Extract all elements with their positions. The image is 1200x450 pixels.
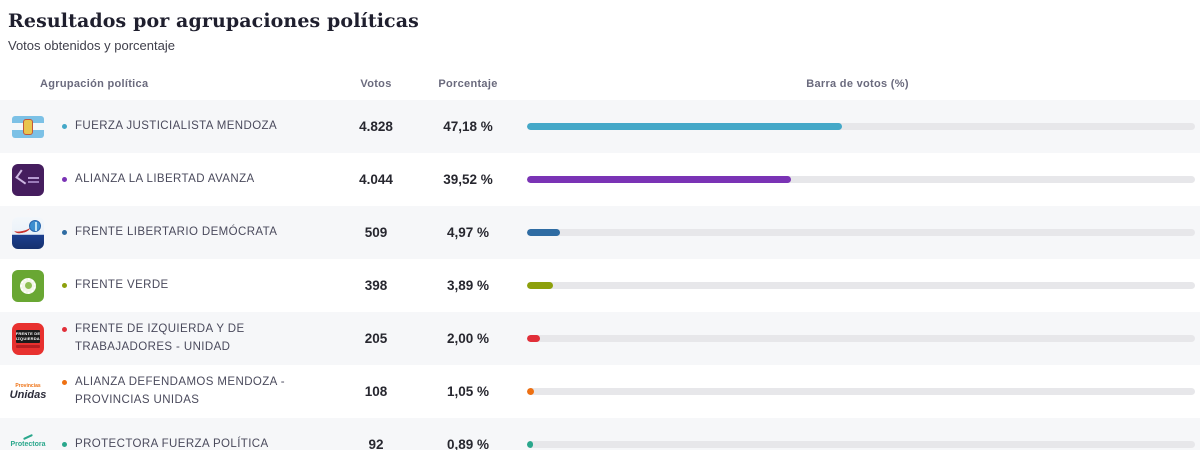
party-name-cell: PROTECTORA FUERZA POLÍTICA: [56, 436, 336, 450]
party-logo-icon: [12, 115, 44, 138]
page-title: Resultados por agrupaciones políticas: [8, 10, 419, 32]
column-header-percentage: Porcentaje: [438, 77, 498, 90]
table-row: FRENTE DE IZQUIERDA FRENTE DE IZQUIERDA Y…: [0, 312, 1200, 365]
vote-bar-track: [527, 282, 1195, 289]
party-logo-icon: [12, 163, 44, 196]
party-color-dot-icon: [62, 441, 67, 447]
party-percentage: 2,00 %: [446, 331, 490, 346]
party-logo-icon: Provincias Unidas: [9, 382, 47, 401]
page-subtitle: Votos obtenidos y porcentaje: [8, 38, 175, 53]
vote-bar-track: [527, 441, 1195, 448]
party-percentage: 3,89 %: [446, 278, 490, 293]
party-votes: 205: [364, 331, 388, 346]
party-percentage: 39,52 %: [443, 172, 493, 187]
party-logo-icon: [12, 216, 44, 249]
party-color-dot-icon: [62, 176, 67, 182]
vote-bar-fill: [527, 123, 843, 130]
party-votes: 398: [364, 278, 388, 293]
party-logo-icon: [12, 269, 44, 302]
vote-bar-cell: [520, 176, 1200, 183]
table-row: ALIANZA LA LIBERTAD AVANZA 4.044 39,52 %: [0, 153, 1200, 206]
party-name: FRENTE VERDE: [75, 278, 169, 291]
vote-bar-cell: [520, 282, 1200, 289]
party-name: FUERZA JUSTICIALISTA MENDOZA: [75, 119, 278, 132]
party-logo-cell: FRENTE DE IZQUIERDA: [0, 322, 56, 355]
party-logo-icon: FRENTE DE IZQUIERDA: [12, 322, 44, 355]
party-name: FRENTE LIBERTARIO DEMÓCRATA: [75, 225, 278, 238]
party-name-cell: FUERZA JUSTICIALISTA MENDOZA: [56, 118, 336, 135]
table-row: FUERZA JUSTICIALISTA MENDOZA 4.828 47,18…: [0, 100, 1200, 153]
vote-bar-track: [527, 229, 1195, 236]
vote-bar-fill: [527, 441, 533, 448]
column-header-votes: Votos: [360, 77, 392, 90]
sun-icon: [20, 277, 36, 294]
table-body: FUERZA JUSTICIALISTA MENDOZA 4.828 47,18…: [0, 100, 1200, 450]
vote-bar-cell: [520, 335, 1200, 342]
party-percentage: 1,05 %: [446, 384, 490, 399]
party-name-cell: FRENTE VERDE: [56, 277, 336, 294]
vote-bar-track: [527, 123, 1195, 130]
party-color-dot-icon: [62, 229, 67, 235]
party-color-dot-icon: [62, 380, 67, 386]
party-percentage: 4,97 %: [446, 225, 490, 240]
page-header: Resultados por agrupaciones políticas Vo…: [0, 10, 1200, 53]
vote-bar-fill: [527, 388, 534, 395]
vote-bar-track: [527, 335, 1195, 342]
party-logo-cell: Provincias Unidas: [0, 376, 56, 408]
party-logo-cell: [0, 216, 56, 249]
party-logo-cell: [0, 115, 56, 138]
party-votes: 4.828: [359, 119, 393, 134]
column-header-party: Agrupación política: [40, 77, 149, 90]
party-votes: 4.044: [359, 172, 393, 187]
results-table: Agrupación política Votos Porcentaje Bar…: [0, 67, 1200, 450]
party-logo-cell: Protectora: [0, 429, 56, 450]
vote-bar-track: [527, 388, 1195, 395]
table-row: Provincias Unidas ALIANZA DEFENDAMOS MEND…: [0, 365, 1200, 418]
party-percentage: 47,18 %: [443, 119, 493, 134]
party-name: PROTECTORA FUERZA POLÍTICA: [75, 437, 269, 450]
party-name: ALIANZA DEFENDAMOS MENDOZA - PROVINCIAS …: [75, 376, 285, 406]
party-color-dot-icon: [62, 327, 67, 333]
party-logo-icon: Protectora: [11, 429, 46, 450]
vote-bar-cell: [520, 441, 1200, 448]
table-row: FRENTE LIBERTARIO DEMÓCRATA 509 4,97 %: [0, 206, 1200, 259]
party-votes: 92: [368, 437, 384, 450]
party-color-dot-icon: [62, 123, 67, 129]
column-header-vote-bar: Barra de votos (%): [806, 77, 909, 90]
table-header-row: Agrupación política Votos Porcentaje Bar…: [0, 67, 1200, 100]
globe-icon: [29, 219, 41, 232]
party-logo-cell: [0, 269, 56, 302]
party-name-cell: FRENTE LIBERTARIO DEMÓCRATA: [56, 224, 336, 241]
table-row: FRENTE VERDE 398 3,89 %: [0, 259, 1200, 312]
vote-bar-fill: [527, 229, 561, 236]
crest-icon: [23, 118, 33, 135]
party-name: ALIANZA LA LIBERTAD AVANZA: [75, 172, 255, 185]
table-row: Protectora PROTECTORA FUERZA POLÍTICA 92…: [0, 418, 1200, 450]
sprig-icon: [23, 434, 33, 441]
vote-bar-fill: [527, 176, 791, 183]
vote-bar-track: [527, 176, 1195, 183]
party-color-dot-icon: [62, 282, 67, 288]
vote-bar-cell: [520, 123, 1200, 130]
party-name-cell: ALIANZA DEFENDAMOS MENDOZA - PROVINCIAS …: [56, 374, 336, 409]
party-percentage: 0,89 %: [446, 437, 490, 450]
party-name-cell: ALIANZA LA LIBERTAD AVANZA: [56, 171, 336, 188]
party-name-cell: FRENTE DE IZQUIERDA Y DE TRABAJADORES - …: [56, 321, 336, 356]
party-name: FRENTE DE IZQUIERDA Y DE TRABAJADORES - …: [75, 323, 245, 353]
vote-bar-fill: [527, 335, 541, 342]
party-logo-cell: [0, 163, 56, 196]
vote-bar-fill: [527, 282, 553, 289]
party-votes: 509: [364, 225, 388, 240]
party-votes: 108: [364, 384, 388, 399]
vote-bar-cell: [520, 229, 1200, 236]
vote-bar-cell: [520, 388, 1200, 395]
